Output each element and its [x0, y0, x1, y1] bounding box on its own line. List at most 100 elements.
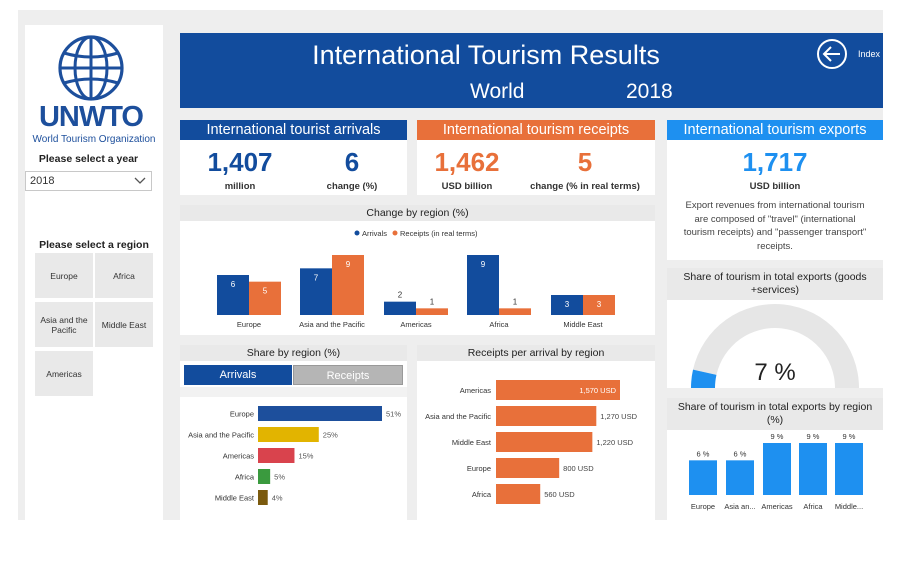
category-label: Europe [691, 502, 715, 511]
globe-icon [58, 35, 124, 101]
exports-card: International tourism exports 1,717 USD … [667, 120, 883, 260]
share-bar [258, 406, 382, 421]
share-chart-title: Share by region (%) [180, 345, 407, 361]
category-label: Middle East [215, 494, 255, 503]
bar-value-label: 9 % [771, 432, 784, 441]
exports-share-gauge: 7 % [691, 303, 859, 388]
bar-value-label: 1,270 USD [600, 412, 637, 421]
sidebar: UNWTO World Tourism Organization Please … [25, 25, 163, 520]
exports-region-title: Share of tourism in total exports by reg… [667, 398, 883, 430]
bar-value-label: 15% [298, 452, 313, 461]
share-bar [258, 469, 271, 484]
receipts-card-title: International tourism receipts [417, 120, 655, 140]
year-dropdown-value: 2018 [30, 175, 55, 187]
category-label: Asia and the Pacific [425, 412, 491, 421]
index-link[interactable]: Index [858, 49, 881, 59]
region-button-europe[interactable]: Europe [35, 253, 93, 298]
region-button-africa[interactable]: Africa [95, 253, 153, 298]
bar-value-label: 5 [263, 287, 268, 296]
arrivals-change-value: 6 [344, 147, 360, 177]
bar-value-label: 1 [513, 297, 518, 306]
bar-value-label: 5% [274, 473, 285, 482]
rpa-bar [496, 380, 620, 400]
bar-value-label: 9 % [843, 432, 856, 441]
bar-arrivals [217, 275, 249, 315]
year-label: 2018 [626, 80, 673, 103]
exports-value: 1,717 [742, 147, 808, 177]
exports-region-bar [763, 443, 791, 495]
gauge-fill [691, 369, 717, 388]
gauge-title: Share of tourism in total exports (goods… [667, 268, 883, 300]
exports-unit: USD billion [749, 181, 801, 192]
category-label: Africa [235, 473, 255, 482]
tab-receipts[interactable]: Receipts [293, 365, 403, 385]
exports-region-title-line: (%) [766, 414, 784, 426]
region-button-asia-pacific[interactable]: Asia and the Pacific [35, 302, 93, 347]
exports-description: Export revenues from international touri… [667, 199, 883, 253]
category-label: Europe [467, 464, 491, 473]
exports-region-bar [726, 460, 754, 495]
page-title: International Tourism Results [312, 40, 660, 70]
rpa-chart-title: Receipts per arrival by region [417, 345, 655, 361]
gauge-value-label: 7 % [754, 359, 795, 386]
category-label: Africa [489, 320, 509, 329]
receipts-change-label: change (% in real terms) [530, 181, 640, 192]
bar-value-label: 1,220 USD [596, 438, 633, 447]
logo-subtitle: World Tourism Organization [32, 134, 156, 145]
exports-region-bar [689, 460, 717, 495]
category-label: Europe [237, 320, 261, 329]
back-arrow-icon[interactable] [816, 38, 848, 70]
region-button-americas[interactable]: Americas [35, 351, 93, 396]
bar-value-label: 3 [597, 300, 602, 309]
header-banner: International Tourism Results World 2018… [180, 33, 883, 108]
bar-receipts [499, 308, 531, 315]
rpa-bar [496, 432, 593, 452]
bar-arrivals [551, 295, 583, 315]
region-button-middle-east[interactable]: Middle East [95, 302, 153, 347]
bar-value-label: 6 % [697, 449, 710, 458]
share-bar [258, 448, 295, 463]
bar-value-label: 4% [272, 494, 283, 503]
scope-label: World [470, 80, 525, 103]
exports-description-line: receipts. [757, 240, 793, 252]
region-select-label: Please select a region [39, 239, 149, 251]
receipts-change-value: 5 [577, 147, 593, 177]
legend-receipts-label: Receipts (in real terms) [400, 229, 478, 238]
bar-value-label: 6 [231, 280, 236, 289]
exports-description-line: Export revenues from international touri… [685, 200, 865, 211]
bar-value-label: 1 [430, 297, 435, 306]
bar-value-label: 7 [314, 273, 319, 282]
gauge-title-line: +services) [750, 284, 800, 296]
category-label: Asia and the Pacific [299, 320, 365, 329]
change-by-region-chart: Arrivals Receipts (in real terms) 6 5 Euro… [217, 229, 615, 329]
share-bar [258, 490, 268, 505]
unwto-logo: UNWTO World Tourism Organization [31, 35, 157, 147]
gauge-track [693, 303, 859, 388]
bar-value-label: 6 % [734, 449, 747, 458]
category-label: Africa [472, 490, 492, 499]
share-chart-divider [180, 387, 407, 397]
exports-region-bar [835, 443, 863, 495]
receipts-per-arrival-chart: Americas 1,570 USD Asia and the Pacific 1,2… [425, 380, 638, 504]
receipts-value: 1,462 [434, 147, 500, 177]
year-dropdown[interactable]: 2018 [25, 171, 152, 191]
exports-region-title-line: Share of tourism in total exports by reg… [677, 401, 873, 413]
category-label: Asia an... [724, 502, 755, 511]
arrivals-change-label: change (%) [326, 181, 378, 192]
rpa-bar [496, 484, 541, 504]
tab-arrivals[interactable]: Arrivals [184, 365, 292, 385]
share-by-region-chart: Europe 51% Asia and the Pacific 25% Americas… [188, 406, 401, 505]
exports-description-line: tourism receipts) and "passenger transpo… [683, 227, 867, 238]
category-label: Asia and the Pacific [188, 431, 254, 440]
gauge-title-line: Share of tourism in total exports (goods [683, 271, 867, 283]
bar-receipts [583, 295, 615, 315]
rpa-bar [496, 406, 597, 426]
legend-arrivals-label: Arrivals [362, 229, 387, 238]
legend-arrivals-swatch [354, 230, 360, 236]
logo-wordmark: UNWTO [38, 101, 144, 133]
category-label: Americas [761, 502, 793, 511]
exports-region-bar [799, 443, 827, 495]
category-label: Middle East [563, 320, 603, 329]
arrivals-value: 1,407 [207, 147, 273, 177]
